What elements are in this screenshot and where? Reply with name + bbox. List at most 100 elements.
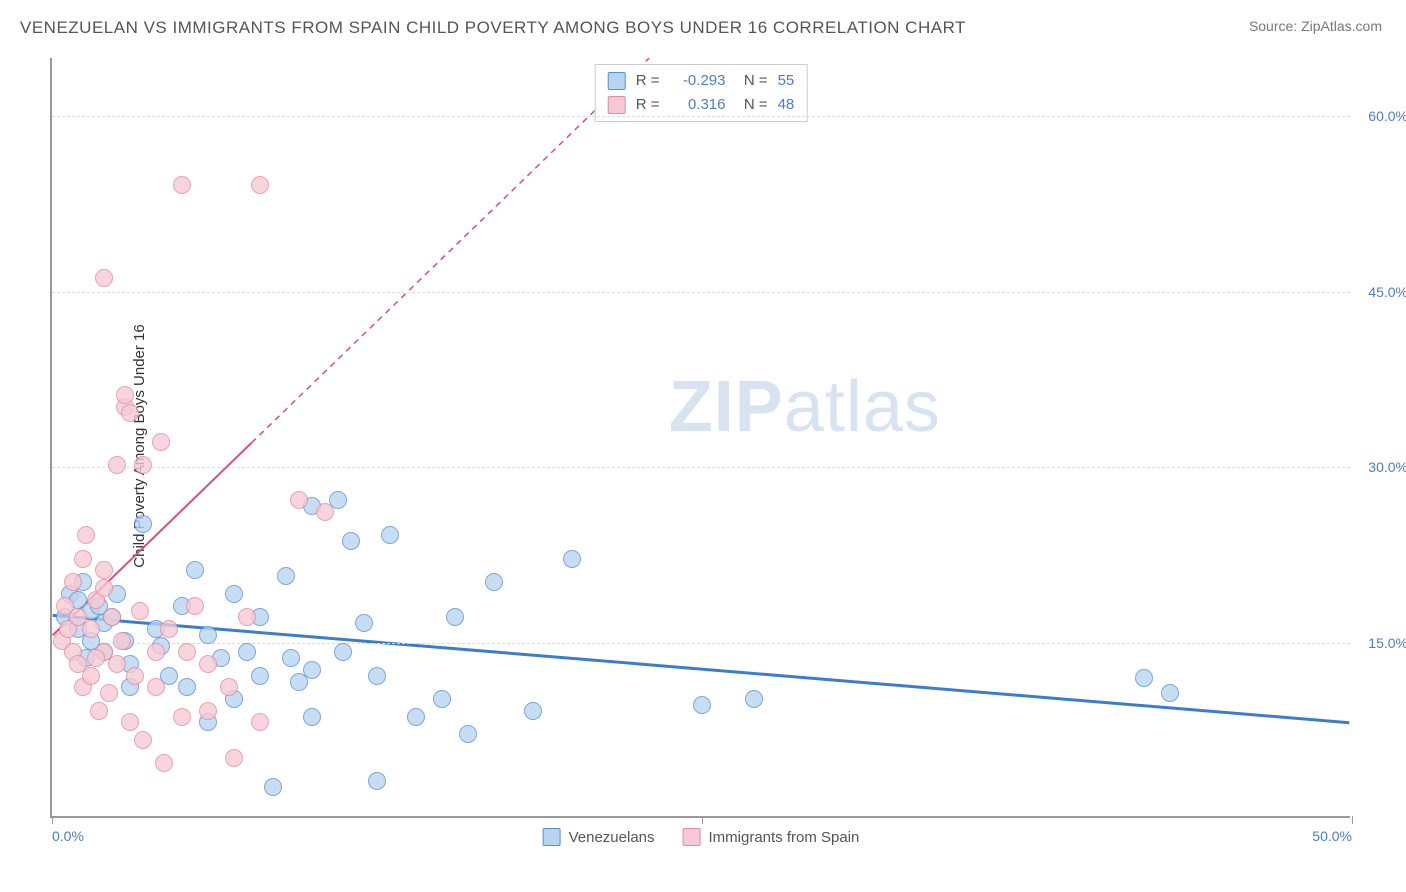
scatter-point: [95, 269, 113, 287]
scatter-point: [186, 597, 204, 615]
scatter-point: [251, 176, 269, 194]
scatter-point: [368, 667, 386, 685]
scatter-point: [238, 643, 256, 661]
stat-n-value: 55: [778, 69, 795, 93]
scatter-point: [108, 655, 126, 673]
scatter-point: [225, 749, 243, 767]
scatter-point: [121, 404, 139, 422]
stat-r-value: 0.316: [669, 93, 725, 117]
chart-title: VENEZUELAN VS IMMIGRANTS FROM SPAIN CHIL…: [20, 18, 966, 38]
scatter-point: [178, 678, 196, 696]
scatter-point: [290, 491, 308, 509]
plot-area: ZIPatlas R = -0.293 N = 55R = 0.316 N = …: [50, 58, 1350, 818]
scatter-point: [199, 655, 217, 673]
scatter-point: [251, 667, 269, 685]
gridline: [52, 292, 1350, 293]
y-tick-label: 30.0%: [1368, 459, 1406, 475]
y-tick-label: 15.0%: [1368, 635, 1406, 651]
scatter-point: [147, 678, 165, 696]
stat-row: R = -0.293 N = 55: [608, 69, 795, 93]
x-tick: [52, 816, 53, 824]
scatter-point: [1135, 669, 1153, 687]
scatter-point: [173, 708, 191, 726]
scatter-point: [238, 608, 256, 626]
scatter-point: [178, 643, 196, 661]
scatter-point: [186, 561, 204, 579]
scatter-point: [459, 725, 477, 743]
scatter-point: [121, 713, 139, 731]
legend-label: Immigrants from Spain: [709, 829, 860, 846]
scatter-point: [103, 608, 121, 626]
y-tick-label: 45.0%: [1368, 284, 1406, 300]
scatter-point: [316, 503, 334, 521]
scatter-point: [108, 456, 126, 474]
stat-r-label: R =: [636, 93, 660, 117]
stat-swatch: [608, 96, 626, 114]
scatter-point: [155, 754, 173, 772]
scatter-point: [745, 690, 763, 708]
scatter-point: [173, 176, 191, 194]
watermark-bold: ZIP: [669, 367, 784, 447]
scatter-point: [82, 620, 100, 638]
legend-swatch: [543, 828, 561, 846]
scatter-point: [160, 620, 178, 638]
stat-r-value: -0.293: [669, 69, 725, 93]
legend-swatch: [683, 828, 701, 846]
scatter-point: [524, 702, 542, 720]
stat-r-label: R =: [636, 69, 660, 93]
scatter-point: [152, 433, 170, 451]
scatter-point: [334, 643, 352, 661]
scatter-point: [131, 602, 149, 620]
scatter-point: [100, 684, 118, 702]
scatter-point: [693, 696, 711, 714]
scatter-point: [446, 608, 464, 626]
scatter-point: [264, 778, 282, 796]
scatter-point: [147, 643, 165, 661]
scatter-point: [407, 708, 425, 726]
scatter-point: [134, 515, 152, 533]
scatter-point: [74, 550, 92, 568]
legend-label: Venezuelans: [569, 829, 655, 846]
series-legend: Venezuelans Immigrants from Spain: [543, 828, 860, 846]
scatter-point: [368, 772, 386, 790]
scatter-point: [220, 678, 238, 696]
scatter-point: [82, 667, 100, 685]
scatter-point: [433, 690, 451, 708]
scatter-point: [77, 526, 95, 544]
stats-legend-box: R = -0.293 N = 55R = 0.316 N = 48: [595, 64, 808, 122]
x-tick: [1352, 816, 1353, 824]
scatter-point: [303, 661, 321, 679]
scatter-point: [355, 614, 373, 632]
gridline: [52, 116, 1350, 117]
scatter-point: [485, 573, 503, 591]
watermark-light: atlas: [784, 367, 941, 447]
scatter-point: [303, 708, 321, 726]
scatter-point: [199, 626, 217, 644]
scatter-point: [116, 386, 134, 404]
scatter-point: [199, 702, 217, 720]
x-tick-label: 50.0%: [1312, 828, 1352, 844]
scatter-point: [64, 573, 82, 591]
x-tick-label: 0.0%: [52, 828, 84, 844]
watermark: ZIPatlas: [669, 366, 941, 448]
scatter-point: [251, 713, 269, 731]
scatter-point: [126, 667, 144, 685]
gridline: [52, 467, 1350, 468]
scatter-point: [1161, 684, 1179, 702]
scatter-point: [95, 561, 113, 579]
scatter-point: [282, 649, 300, 667]
stat-n-label: N =: [735, 93, 767, 117]
stat-n-label: N =: [735, 69, 767, 93]
scatter-point: [134, 456, 152, 474]
scatter-point: [134, 731, 152, 749]
y-tick-label: 60.0%: [1368, 108, 1406, 124]
source-attribution: Source: ZipAtlas.com: [1249, 18, 1382, 34]
scatter-point: [113, 632, 131, 650]
scatter-point: [90, 702, 108, 720]
scatter-point: [277, 567, 295, 585]
x-tick: [702, 816, 703, 824]
stat-row: R = 0.316 N = 48: [608, 93, 795, 117]
legend-item: Venezuelans: [543, 828, 655, 846]
scatter-point: [87, 649, 105, 667]
scatter-point: [381, 526, 399, 544]
